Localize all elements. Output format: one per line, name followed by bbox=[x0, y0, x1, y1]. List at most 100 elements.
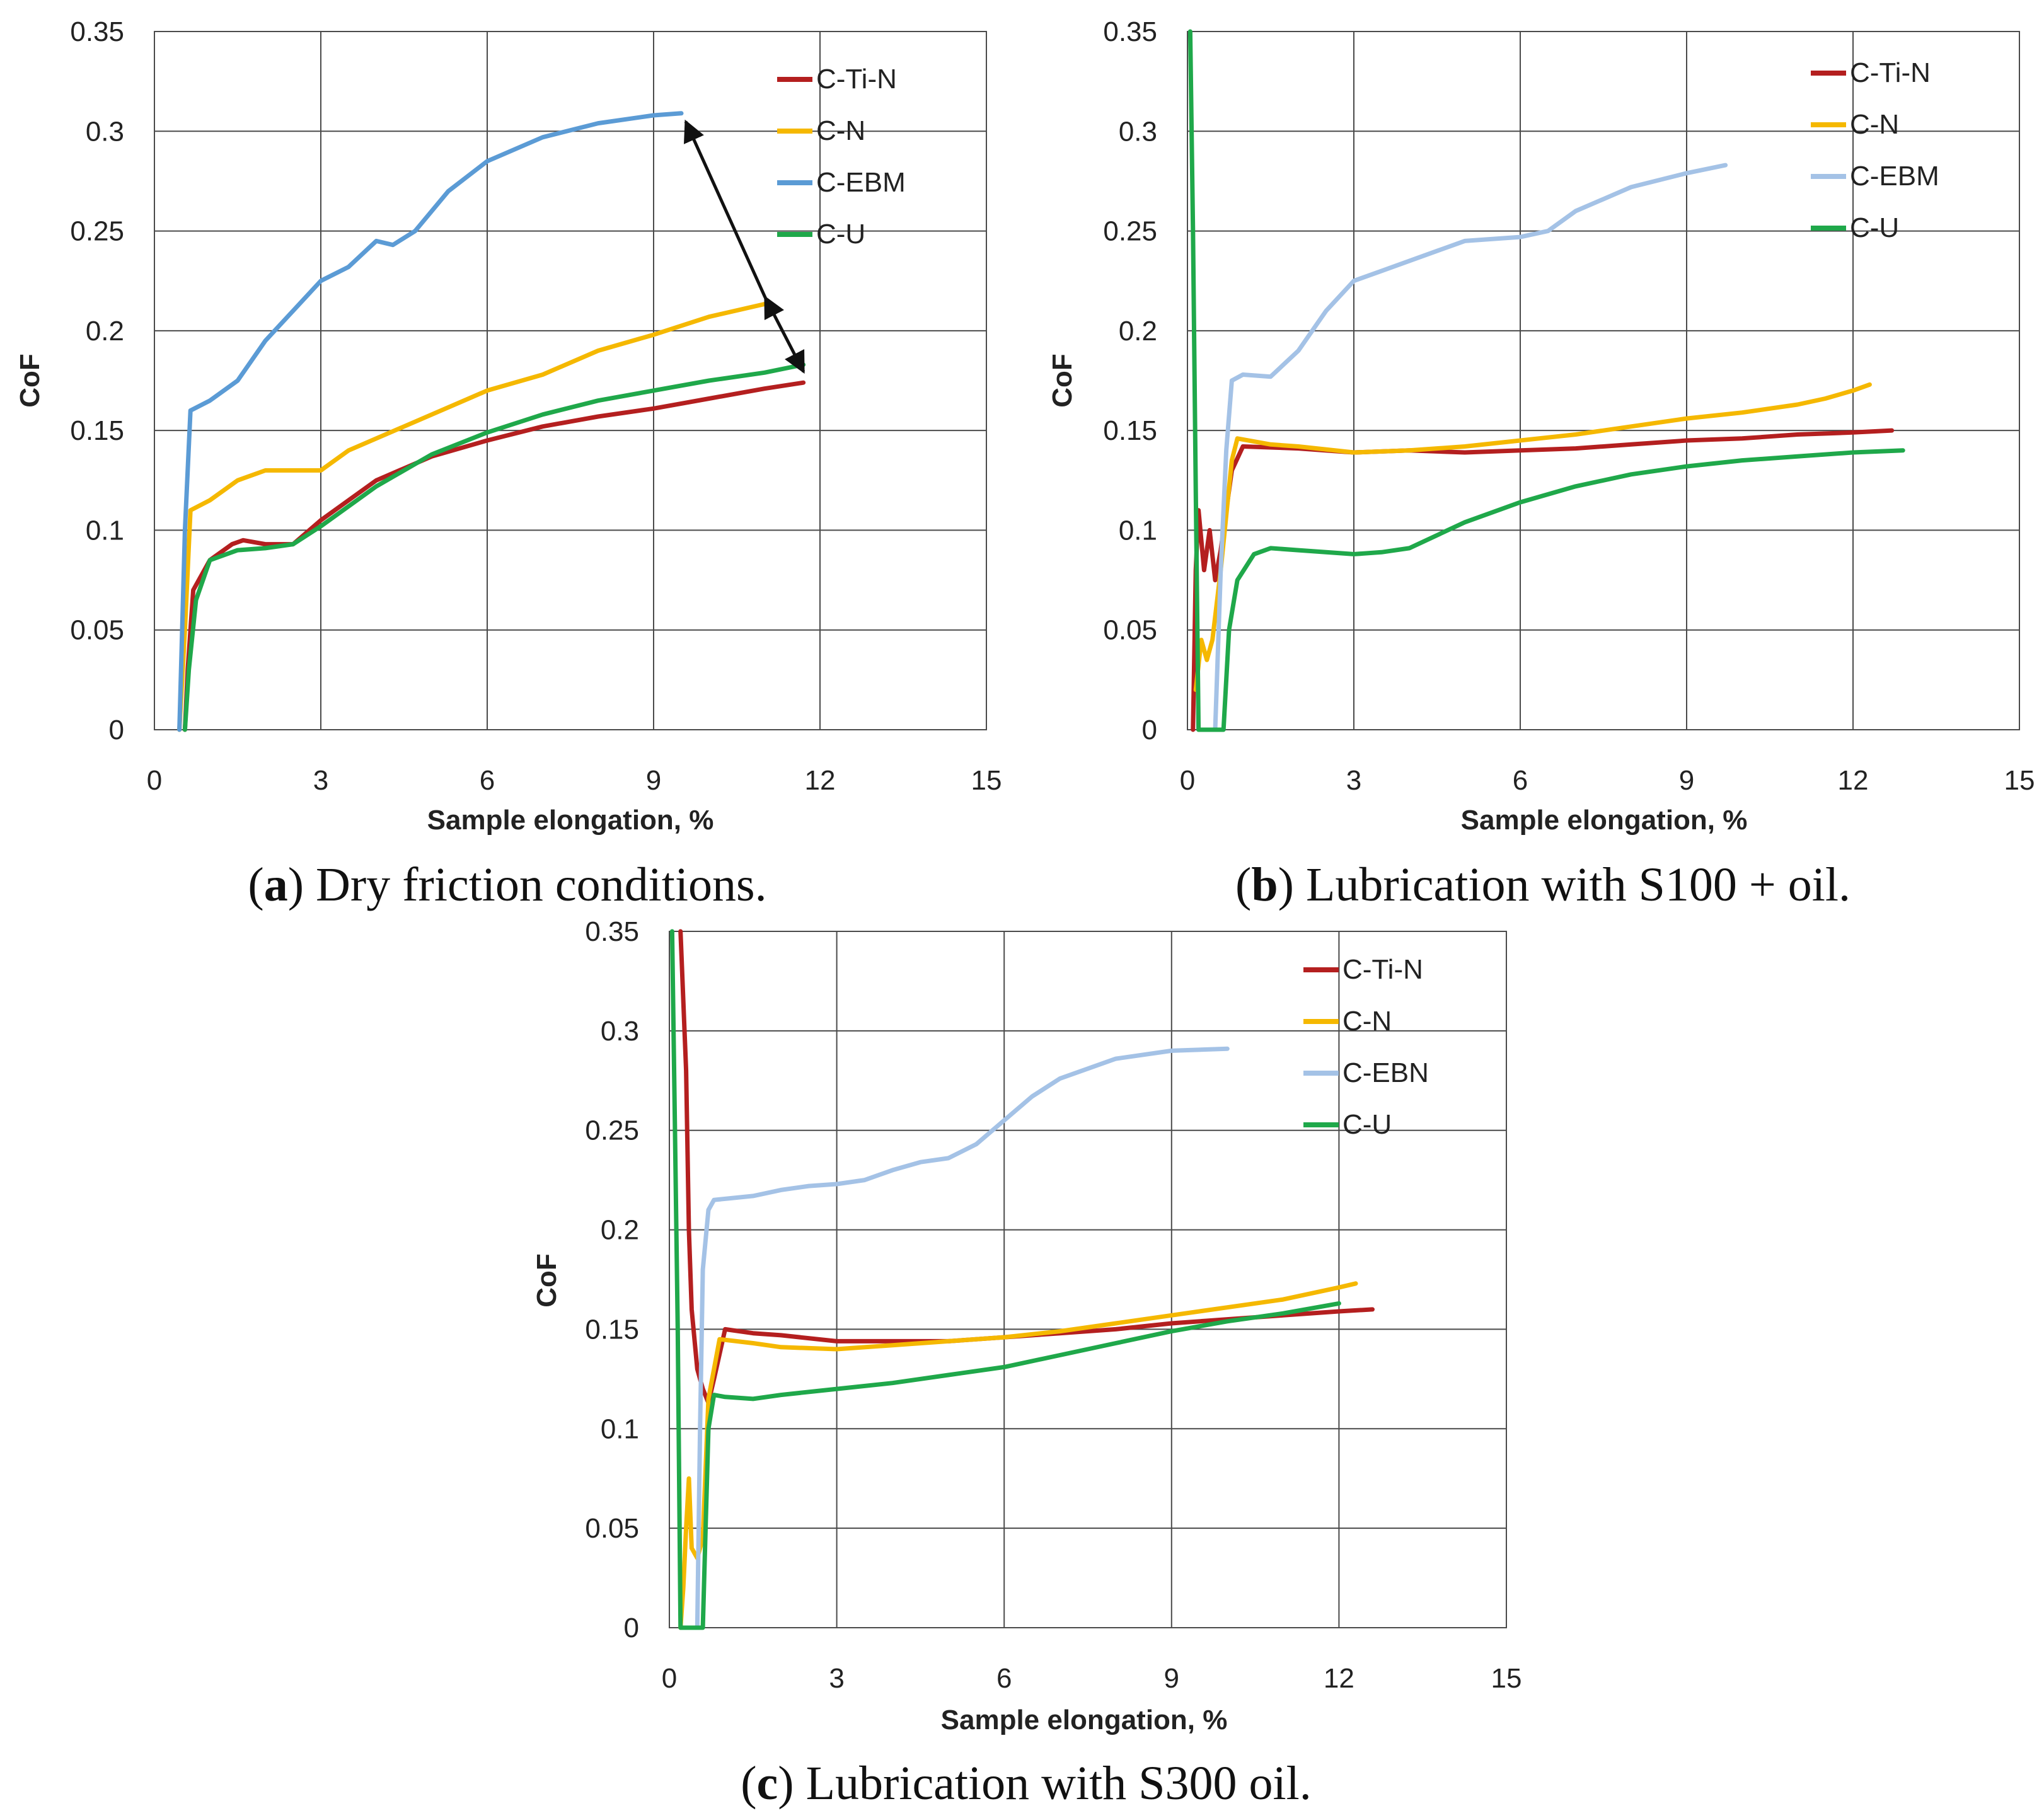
chart-panel-c: 0 0.05 0.1 0.15 0.2 0.25 0.3 0.35 0 3 6 9 12 15 C-Ti… bbox=[531, 916, 1521, 1810]
lines-a bbox=[177, 111, 806, 732]
legend-label: C-N bbox=[1342, 1006, 1392, 1037]
xtick-labels-b: 0 3 6 9 12 15 bbox=[1180, 765, 2035, 796]
y-axis-label-c: CoF bbox=[531, 1253, 562, 1308]
series-line-c-n bbox=[177, 301, 773, 732]
series-line-c-u bbox=[669, 929, 1341, 1630]
xtick-label: 0 bbox=[1180, 765, 1195, 796]
ytick-label: 0 bbox=[109, 715, 124, 745]
caption-a: (a) Dry friction conditions. bbox=[248, 858, 766, 911]
caption-text-c: Lubrication with S300 oil. bbox=[806, 1757, 1312, 1810]
caption-letter-c: c bbox=[757, 1757, 778, 1810]
legend-label: C-EBM bbox=[816, 167, 906, 198]
legend-a: C-Ti-N C-N C-EBM C-U bbox=[777, 64, 906, 250]
ytick-label: 0.1 bbox=[1119, 515, 1157, 546]
legend-item: C-Ti-N bbox=[777, 64, 897, 95]
ytick-label: 0.2 bbox=[601, 1215, 639, 1246]
x-axis-label-a: Sample elongation, % bbox=[427, 805, 714, 836]
legend-b: C-Ti-N C-N C-EBM C-U bbox=[1811, 57, 1939, 243]
lines-b bbox=[1187, 29, 1905, 732]
y-axis-label-a: CoF bbox=[14, 354, 45, 408]
ytick-label: 0 bbox=[1142, 715, 1157, 745]
ytick-label: 0.25 bbox=[585, 1115, 639, 1146]
lines-c bbox=[669, 929, 1375, 1630]
ytick-labels-b: 0 0.05 0.1 0.15 0.2 0.25 0.3 0.35 bbox=[1103, 16, 1157, 745]
annotation-arrows-a bbox=[684, 119, 805, 374]
xtick-label: 15 bbox=[971, 765, 1002, 796]
legend-label: C-N bbox=[1850, 109, 1899, 140]
legend-item: C-EBM bbox=[777, 167, 906, 198]
ytick-label: 0.35 bbox=[585, 916, 639, 947]
xtick-label: 6 bbox=[480, 765, 495, 796]
xtick-label: 15 bbox=[1491, 1663, 1522, 1694]
xtick-label: 12 bbox=[1324, 1663, 1354, 1694]
plot-area-a bbox=[154, 31, 987, 730]
legend-item: C-EBM bbox=[1811, 161, 1939, 192]
ytick-label: 0 bbox=[624, 1613, 639, 1643]
annotation-arrow bbox=[684, 119, 767, 299]
y-axis-label-b: CoF bbox=[1047, 354, 1078, 408]
series-line-c-ebm bbox=[1213, 163, 1728, 732]
caption-letter-a: a bbox=[264, 858, 288, 911]
ytick-label: 0.05 bbox=[70, 615, 124, 646]
xtick-label: 3 bbox=[313, 765, 328, 796]
xtick-label: 15 bbox=[2004, 765, 2035, 796]
xtick-label: 12 bbox=[805, 765, 836, 796]
ytick-label: 0.2 bbox=[86, 316, 124, 347]
ytick-label: 0.05 bbox=[1103, 615, 1157, 646]
ytick-label: 0.15 bbox=[1103, 415, 1157, 446]
legend-label: C-EBN bbox=[1342, 1057, 1429, 1088]
x-axis-label-c: Sample elongation, % bbox=[941, 1705, 1228, 1735]
ytick-label: 0.3 bbox=[86, 116, 124, 147]
legend-item: C-EBN bbox=[1303, 1057, 1429, 1088]
x-axis-label-b: Sample elongation, % bbox=[1461, 805, 1748, 836]
series-line-c-n bbox=[678, 1281, 1358, 1630]
ytick-labels-a: 0 0.05 0.1 0.15 0.2 0.25 0.3 0.35 bbox=[70, 16, 124, 745]
xtick-label: 0 bbox=[662, 1663, 677, 1694]
caption-text-b: Lubrication with S100 + oil. bbox=[1306, 858, 1851, 911]
xtick-label: 12 bbox=[1838, 765, 1869, 796]
legend-label: C-EBM bbox=[1850, 161, 1939, 192]
legend-label: C-Ti-N bbox=[1342, 954, 1423, 985]
plot-area-c bbox=[669, 931, 1507, 1628]
ytick-label: 0.25 bbox=[1103, 216, 1157, 247]
ytick-label: 0.25 bbox=[70, 216, 124, 247]
ytick-label: 0.3 bbox=[601, 1016, 639, 1047]
legend-item: C-U bbox=[777, 219, 865, 250]
xtick-labels-a: 0 3 6 9 12 15 bbox=[147, 765, 1002, 796]
series-line-c-u bbox=[1187, 29, 1905, 732]
xtick-label: 6 bbox=[996, 1663, 1012, 1694]
gridlines-c bbox=[669, 931, 1507, 1628]
legend-item: C-Ti-N bbox=[1811, 57, 1931, 88]
ytick-label: 0.2 bbox=[1119, 316, 1157, 347]
legend-item: C-N bbox=[1303, 1006, 1392, 1037]
legend-c: C-Ti-N C-N C-EBN C-U bbox=[1303, 954, 1429, 1140]
xtick-labels-c: 0 3 6 9 12 15 bbox=[662, 1663, 1522, 1694]
xtick-label: 9 bbox=[1679, 765, 1694, 796]
annotation-arrow bbox=[763, 295, 805, 374]
ytick-label: 0.1 bbox=[86, 515, 124, 546]
legend-label: C-U bbox=[816, 219, 865, 250]
xtick-label: 3 bbox=[1346, 765, 1361, 796]
legend-item: C-Ti-N bbox=[1303, 954, 1423, 985]
series-line-c-u bbox=[182, 362, 806, 732]
caption-text-a: Dry friction conditions. bbox=[316, 858, 767, 911]
caption-letter-b: b bbox=[1251, 858, 1278, 911]
legend-label: C-Ti-N bbox=[816, 64, 897, 95]
ytick-label: 0.35 bbox=[1103, 16, 1157, 47]
ytick-label: 0.35 bbox=[70, 16, 124, 47]
caption-b: (b) Lubrication with S100 + oil. bbox=[1235, 858, 1851, 911]
plot-area-b bbox=[1187, 31, 2020, 730]
legend-item: C-U bbox=[1303, 1109, 1392, 1140]
xtick-label: 0 bbox=[147, 765, 162, 796]
xtick-label: 9 bbox=[646, 765, 661, 796]
legend-label: C-U bbox=[1850, 212, 1899, 243]
chart-panel-b: 0 0.05 0.1 0.15 0.2 0.25 0.3 0.35 0 3 6 9 12 15 C-Ti… bbox=[1047, 16, 2035, 911]
legend-label: C-Ti-N bbox=[1850, 57, 1931, 88]
legend-item: C-N bbox=[1811, 109, 1899, 140]
ytick-labels-c: 0 0.05 0.1 0.15 0.2 0.25 0.3 0.35 bbox=[585, 916, 639, 1643]
series-line-c-ebn bbox=[695, 1046, 1230, 1630]
series-line-c-ti-n bbox=[678, 929, 1375, 1405]
legend-label: C-U bbox=[1342, 1109, 1392, 1140]
gridlines-b bbox=[1187, 31, 2020, 730]
xtick-label: 9 bbox=[1164, 1663, 1179, 1694]
